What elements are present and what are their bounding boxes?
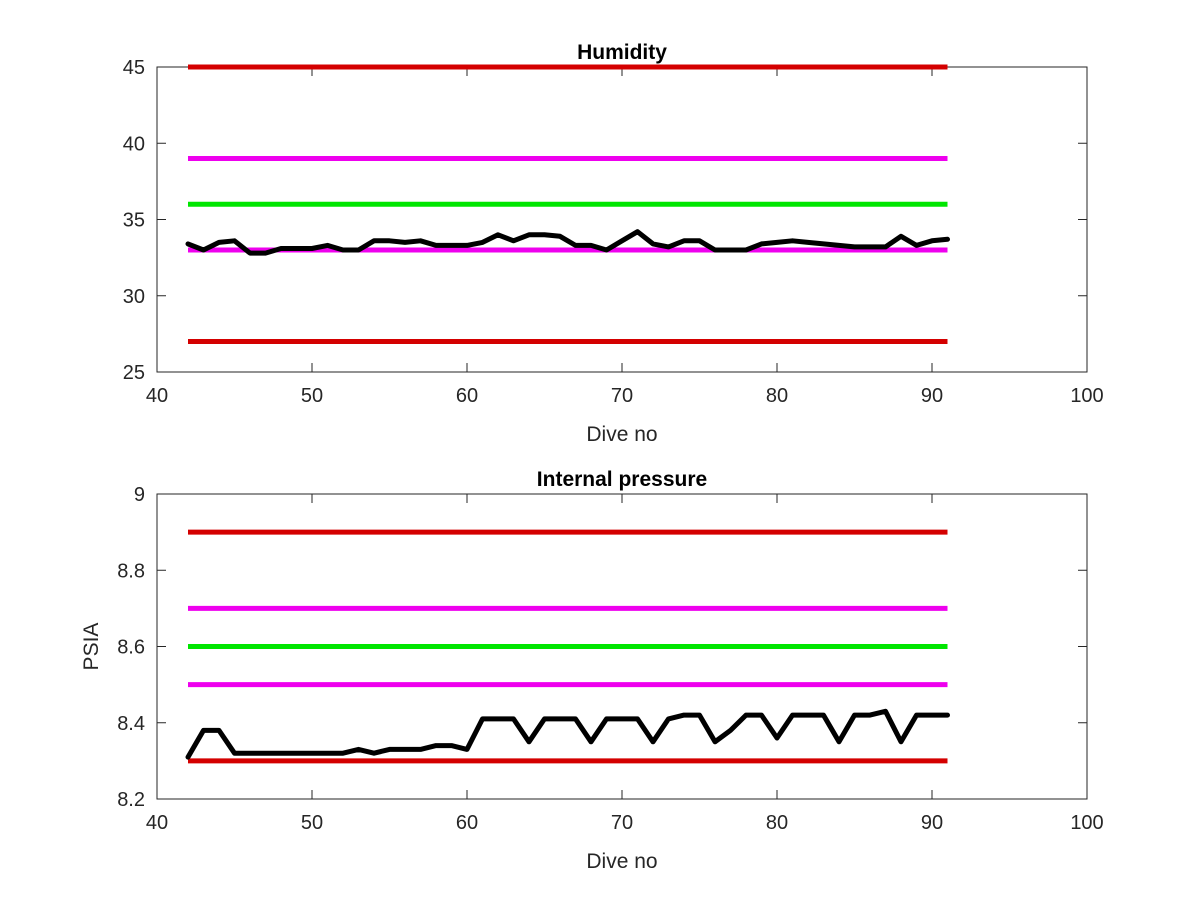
pressure-x-tick-label: 50	[301, 812, 323, 834]
pressure-x-tick-label: 80	[766, 812, 788, 834]
humidity-x-tick-label: 70	[611, 385, 633, 407]
humidity-series-line	[185, 229, 950, 256]
humidity-x-tick-label: 90	[921, 385, 943, 407]
pressure-series-line	[185, 708, 950, 760]
humidity-y-tick-label: 25	[123, 362, 145, 384]
humidity-x-tick-label: 50	[301, 385, 323, 407]
pressure-x-tick-label: 60	[456, 812, 478, 834]
humidity-y-tick-label: 40	[123, 133, 145, 155]
pressure-x-tick-label: 100	[1070, 812, 1103, 834]
humidity-chart: 40 50 60 70 80 90 100 25 30 35 40 45 Humidity Dive no	[123, 41, 1104, 446]
pressure-x-tick-label: 90	[921, 812, 943, 834]
humidity-y-tick-label: 35	[123, 210, 145, 232]
humidity-x-tick-label: 80	[766, 385, 788, 407]
humidity-x-axis-label: Dive no	[586, 423, 657, 446]
humidity-y-tick-label: 30	[123, 286, 145, 308]
pressure-x-tick-label: 40	[146, 812, 168, 834]
humidity-y-tick-label: 45	[123, 57, 145, 79]
pressure-y-axis-label: PSIA	[80, 623, 103, 671]
humidity-x-tick-label: 60	[456, 385, 478, 407]
pressure-y-tick-label: 8.4	[117, 713, 145, 735]
pressure-y-tick-label: 9	[134, 484, 145, 506]
pressure-x-tick-label: 70	[611, 812, 633, 834]
pressure-y-tick-label: 8.6	[117, 637, 145, 659]
humidity-title: Humidity	[577, 41, 667, 64]
pressure-title: Internal pressure	[537, 468, 707, 491]
pressure-y-tick-label: 8.8	[117, 560, 145, 582]
humidity-x-tick-label: 40	[146, 385, 168, 407]
humidity-axes-box	[156, 66, 1088, 373]
pressure-x-axis-label: Dive no	[586, 850, 657, 873]
pressure-y-tick-label: 8.2	[117, 789, 145, 811]
pressure-chart: 40 50 60 70 80 90 100 8.2 8.4 8.6 8.8 9 Internal pre…	[80, 468, 1104, 873]
humidity-x-tick-label: 100	[1070, 385, 1103, 407]
